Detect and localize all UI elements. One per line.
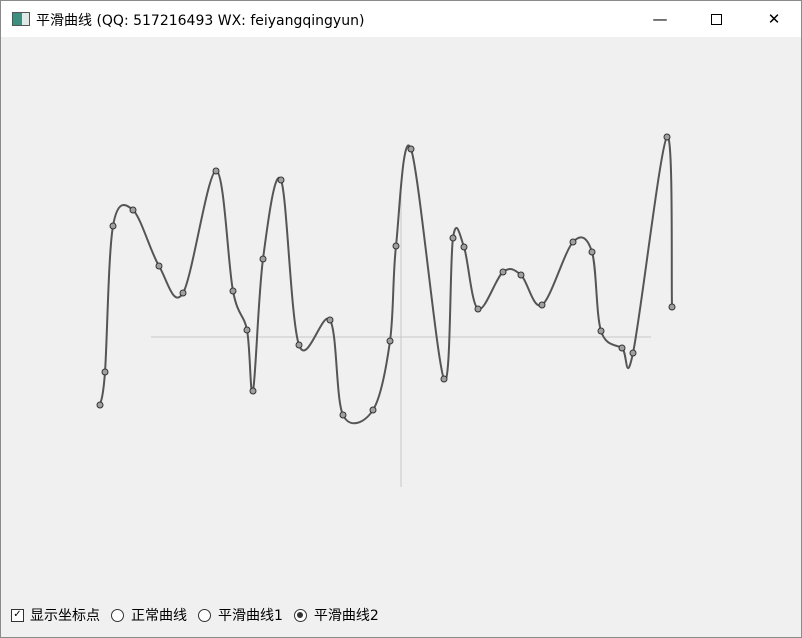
minimize-icon: —: [652, 10, 668, 28]
radio-normal-curve[interactable]: 正常曲线: [100, 605, 187, 625]
data-point: [179, 289, 187, 297]
radio-smooth-curve-1[interactable]: 平滑曲线1: [187, 605, 283, 625]
data-point: [277, 176, 285, 184]
title-bar[interactable]: 平滑曲线 (QQ: 517216493 WX: feiyangqingyun) …: [1, 1, 801, 37]
data-point: [407, 145, 415, 153]
data-point: [392, 242, 400, 250]
radio-label: 正常曲线: [131, 608, 187, 624]
data-points: [96, 133, 676, 419]
data-point: [474, 305, 482, 313]
radio-icon: [111, 608, 124, 622]
close-button[interactable]: ✕: [751, 1, 797, 37]
close-icon: ✕: [767, 10, 781, 28]
data-point: [369, 406, 377, 414]
data-point: [249, 387, 257, 395]
data-point: [155, 262, 163, 270]
data-point: [386, 337, 394, 345]
data-point: [243, 326, 251, 334]
maximize-icon: [710, 13, 722, 25]
data-point: [295, 341, 303, 349]
data-point: [517, 271, 525, 279]
show-points-label: 显示坐标点: [30, 608, 100, 624]
window-title: 平滑曲线 (QQ: 517216493 WX: feiyangqingyun): [36, 13, 365, 29]
data-point: [663, 133, 671, 141]
data-point: [339, 411, 347, 419]
radio-smooth-curve-2[interactable]: 平滑曲线2: [283, 605, 379, 625]
data-point: [499, 268, 507, 276]
data-point: [449, 234, 457, 242]
data-point: [109, 222, 117, 230]
data-point: [326, 316, 334, 324]
radio-label: 平滑曲线2: [313, 608, 379, 624]
data-point: [212, 167, 220, 175]
data-point: [569, 238, 577, 246]
data-point: [588, 248, 596, 256]
checkbox-check-icon: ✓: [11, 608, 24, 622]
data-point: [101, 368, 109, 376]
data-point: [629, 349, 637, 357]
data-point: [129, 206, 137, 214]
control-bar: ✓ 显示坐标点 正常曲线 平滑曲线1 平滑曲线2: [11, 605, 379, 625]
radio-label: 平滑曲线1: [218, 608, 283, 624]
data-point: [460, 243, 468, 251]
radio-selected-icon: [293, 608, 307, 622]
data-point: [668, 303, 676, 311]
data-point: [618, 344, 626, 352]
maximize-button[interactable]: [693, 1, 739, 37]
show-points-checkbox[interactable]: ✓ 显示坐标点: [11, 605, 100, 625]
data-point: [597, 327, 605, 335]
data-point: [96, 401, 104, 409]
app-icon: [12, 12, 30, 26]
minimize-button[interactable]: —: [637, 1, 683, 37]
curve-plot: [96, 133, 676, 487]
data-point: [538, 301, 546, 309]
data-point: [259, 255, 267, 263]
radio-icon: [198, 608, 211, 622]
smooth-curve: [99, 135, 673, 425]
data-point: [440, 375, 448, 383]
data-point: [229, 287, 237, 295]
